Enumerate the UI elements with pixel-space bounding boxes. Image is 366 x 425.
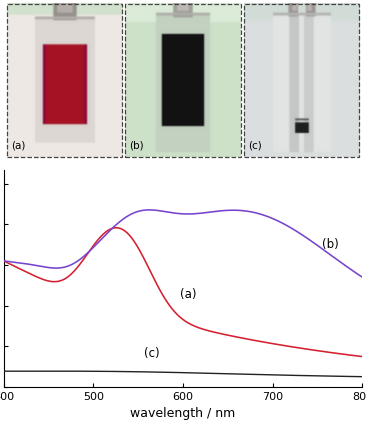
X-axis label: wavelength / nm: wavelength / nm	[130, 407, 236, 420]
Text: (b): (b)	[322, 238, 339, 251]
Bar	[244, 4, 359, 157]
Text: (c): (c)	[145, 347, 160, 360]
Text: (b): (b)	[130, 140, 144, 150]
Bar	[125, 4, 241, 157]
Text: (c): (c)	[248, 140, 262, 150]
Bar	[7, 4, 122, 157]
Text: (a): (a)	[180, 289, 197, 301]
Text: (a): (a)	[11, 140, 25, 150]
